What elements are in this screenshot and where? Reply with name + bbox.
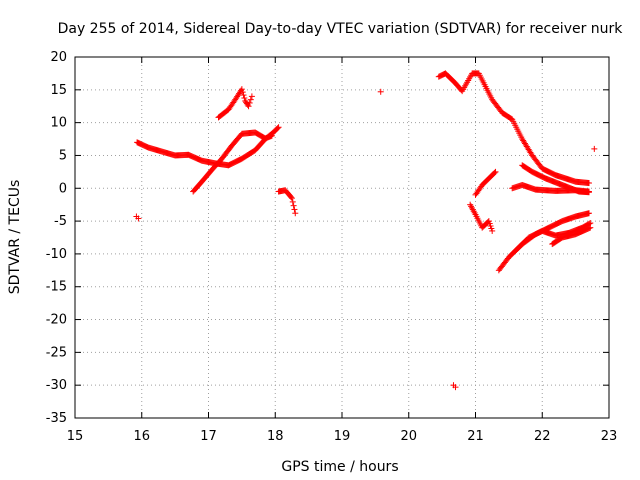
y-tick-label: 20 — [50, 50, 67, 65]
x-tick-label: 16 — [133, 429, 150, 444]
data-point — [239, 89, 246, 96]
x-tick-label: 23 — [601, 429, 618, 444]
data-point — [289, 198, 296, 205]
track-7 — [472, 168, 499, 198]
data-point — [585, 180, 592, 187]
track-6 — [467, 201, 496, 234]
data-point — [245, 103, 252, 110]
grid — [75, 57, 609, 418]
track-2 — [190, 129, 275, 195]
x-tick-label: 19 — [334, 429, 351, 444]
data-point — [246, 99, 253, 106]
data-point — [492, 168, 499, 175]
data-point — [452, 384, 459, 391]
y-tick-label: -5 — [54, 214, 67, 229]
data-point — [248, 93, 255, 100]
data-point — [238, 86, 245, 93]
data-point — [377, 88, 384, 95]
data-point — [247, 96, 254, 103]
y-tick-label: -35 — [46, 411, 67, 426]
track-10 — [495, 210, 592, 274]
x-tick-label: 22 — [534, 429, 551, 444]
data-points — [133, 70, 598, 391]
data-point — [291, 206, 298, 213]
x-axis-label: GPS time / hours — [281, 459, 398, 475]
data-point — [268, 132, 275, 139]
data-point — [290, 202, 297, 209]
data-point — [274, 125, 281, 132]
data-point — [491, 169, 498, 176]
y-tick-label: -20 — [46, 313, 67, 328]
data-point — [275, 124, 282, 131]
data-point — [241, 95, 248, 102]
data-point — [292, 210, 299, 217]
data-point — [489, 227, 496, 234]
track-12 — [549, 224, 594, 248]
x-tick-label: 20 — [400, 429, 417, 444]
x-tick-label: 15 — [67, 429, 84, 444]
x-tick-label: 18 — [267, 429, 284, 444]
y-axis-label: SDTVAR / TECUs — [7, 180, 23, 295]
data-point — [585, 210, 592, 217]
data-point — [587, 224, 594, 231]
track-1 — [134, 124, 282, 169]
x-tick-label: 17 — [200, 429, 217, 444]
y-tick-label: 15 — [50, 83, 67, 98]
chart-title: Day 255 of 2014, Sidereal Day-to-day VTE… — [58, 21, 624, 37]
track-4 — [275, 187, 299, 217]
y-tick-label: 0 — [59, 181, 67, 196]
track-3 — [215, 86, 255, 121]
data-point — [135, 215, 142, 222]
data-point — [591, 145, 598, 152]
x-tick-label: 21 — [467, 429, 484, 444]
axis-ticks: 15 16 17 18 19 20 21 22 23 20 15 10 5 0 -5 -10 -15 -20 -25… — [46, 50, 618, 444]
y-tick-label: 10 — [50, 116, 67, 131]
y-tick-label: -15 — [46, 280, 67, 295]
data-point — [240, 92, 247, 99]
y-tick-label: 5 — [59, 148, 67, 163]
track-5 — [435, 70, 592, 187]
y-tick-label: -10 — [46, 247, 67, 262]
data-point — [288, 195, 295, 202]
data-point — [585, 189, 592, 196]
y-tick-label: -25 — [46, 345, 67, 360]
y-tick-label: -30 — [46, 378, 67, 393]
data-point — [287, 193, 294, 200]
track-9 — [519, 162, 592, 196]
